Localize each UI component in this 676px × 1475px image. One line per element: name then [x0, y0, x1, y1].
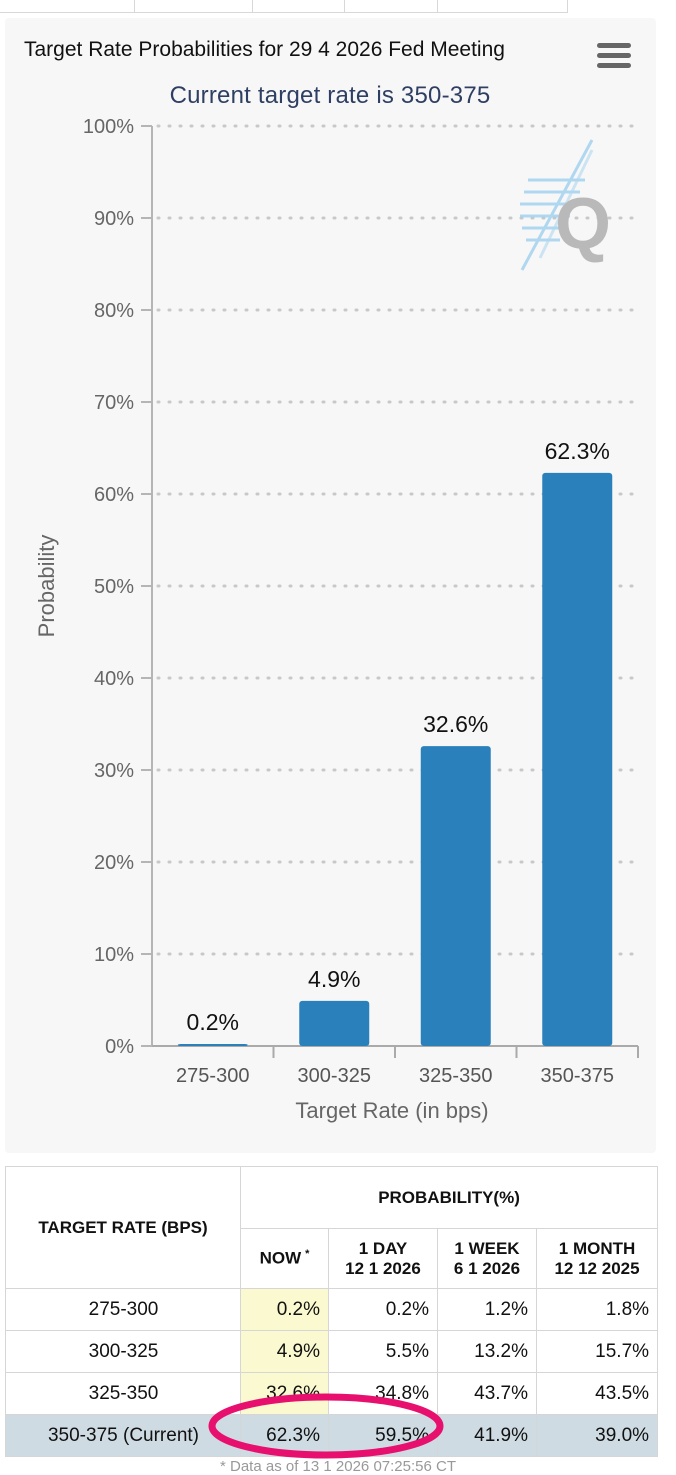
data-label: 62.3% [545, 438, 610, 464]
previous-table-edge [0, 0, 676, 13]
now-cell: 0.2% [240, 1288, 329, 1331]
now-cell: 62.3% [240, 1414, 329, 1457]
y-tick-label: 60% [94, 484, 134, 506]
bar-350-375[interactable] [542, 472, 613, 1047]
y-tick-label: 100% [83, 116, 134, 138]
header-probability: PROBABILITY(%) [239, 1166, 659, 1229]
header-now: NOW * [240, 1228, 329, 1289]
y-tick-label: 50% [94, 576, 134, 598]
probability-table: TARGET RATE (BPS) PROBABILITY(%) NOW * 1 … [5, 1166, 659, 1457]
data-label: 0.2% [187, 1009, 239, 1035]
probability-table-wrapper: TARGET RATE (BPS) PROBABILITY(%) NOW * 1 … [5, 1166, 659, 1457]
y-tick-label: 10% [94, 944, 134, 966]
x-tick-label: 350-375 [541, 1065, 614, 1087]
table-edge-cell [134, 0, 253, 13]
rate-cell: 275-300 [5, 1288, 241, 1331]
value-cell: 59.5% [328, 1414, 438, 1457]
y-axis-label: Probability [34, 535, 59, 638]
value-cell: 1.8% [535, 1288, 659, 1331]
header-1-day: 1 DAY 12 1 2026 [328, 1228, 438, 1289]
value-cell: 39.0% [535, 1414, 659, 1457]
now-cell: 32.6% [240, 1372, 329, 1415]
bars: 0.2% 4.9% 32.6% 62.3% [177, 438, 613, 1047]
rate-cell: 300-325 [5, 1330, 241, 1373]
value-cell: 41.9% [437, 1414, 537, 1457]
table-row: 275-300 0.2% 0.2% 1.2% 1.8% [5, 1288, 659, 1331]
x-axis-ticks: 275-300 300-325 325-350 350-375 [176, 1046, 639, 1087]
y-tick-label: 30% [94, 760, 134, 782]
value-cell: 13.2% [437, 1330, 537, 1373]
bar-300-325[interactable] [299, 1000, 370, 1046]
footnote: * Data as of 13 1 2026 07:25:56 CT [220, 1458, 456, 1475]
table-row: 300-325 4.9% 5.5% 13.2% 15.7% [5, 1330, 659, 1373]
y-tick-label: 70% [94, 392, 134, 414]
y-tick-label: 0% [105, 1036, 134, 1058]
table-row: 325-350 32.6% 34.8% 43.7% 43.5% [5, 1372, 659, 1415]
chart-subtitle: Current target rate is 350-375 [169, 82, 491, 109]
x-tick-label: 300-325 [298, 1065, 371, 1087]
rate-cell: 325-350 [5, 1372, 241, 1415]
x-axis-label: Target Rate (in bps) [295, 1098, 488, 1123]
y-axis-ticks: 0% 10% 20% 30% 40% 50% 60% 70% 80% 90% 100% [83, 116, 152, 1058]
y-tick-label: 80% [94, 300, 134, 322]
x-tick-label: 325-350 [419, 1065, 492, 1087]
data-label: 4.9% [308, 966, 360, 992]
value-cell: 0.2% [328, 1288, 438, 1331]
table-edge-cell [344, 0, 438, 13]
value-cell: 15.7% [535, 1330, 659, 1373]
rate-cell: 350-375 (Current) [5, 1414, 241, 1457]
data-label: 32.6% [423, 711, 488, 737]
quikstrike-q-logo-icon: Q [520, 139, 611, 271]
y-tick-label: 20% [94, 852, 134, 874]
y-tick-label: 40% [94, 668, 134, 690]
header-1-week: 1 WEEK 6 1 2026 [437, 1228, 537, 1289]
value-cell: 5.5% [328, 1330, 438, 1373]
hamburger-menu-icon[interactable] [597, 43, 631, 69]
bar-chart: Q 0% 10% 20% 30% 40% 50% 60% 70% 80% 90% 100% 0.2%… [34, 116, 640, 1123]
table-edge-cell [252, 0, 345, 13]
value-cell: 43.5% [535, 1372, 659, 1415]
svg-text:Q: Q [555, 184, 611, 264]
value-cell: 34.8% [328, 1372, 438, 1415]
value-cell: 1.2% [437, 1288, 537, 1331]
bar-325-350[interactable] [420, 746, 491, 1046]
now-cell: 4.9% [240, 1330, 329, 1373]
table-edge-cell [437, 0, 568, 13]
value-cell: 43.7% [437, 1372, 537, 1415]
chart-title: Target Rate Probabilities for 29 4 2026 … [24, 38, 505, 61]
bar-275-300[interactable] [177, 1044, 248, 1046]
header-target-rate: TARGET RATE (BPS) [5, 1166, 241, 1289]
table-row-current: 350-375 (Current) 62.3% 59.5% 41.9% 39.0… [5, 1414, 659, 1457]
header-1-month: 1 MONTH 12 12 2025 [535, 1228, 659, 1289]
table-edge-cell [0, 0, 135, 13]
y-tick-label: 90% [94, 208, 134, 230]
x-tick-label: 275-300 [176, 1065, 249, 1087]
